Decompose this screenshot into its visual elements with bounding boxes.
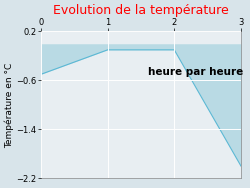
Y-axis label: Température en °C: Température en °C (4, 62, 14, 148)
Text: heure par heure: heure par heure (148, 67, 243, 77)
Title: Evolution de la température: Evolution de la température (53, 4, 229, 17)
